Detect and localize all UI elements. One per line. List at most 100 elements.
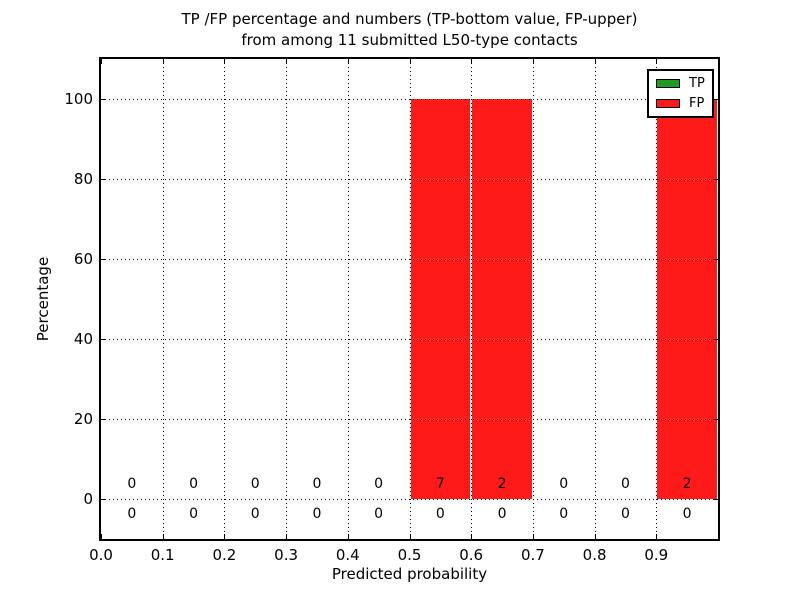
y-tick-left bbox=[101, 499, 106, 500]
tp-count-label: 0 bbox=[312, 506, 322, 522]
x-tick-top bbox=[409, 59, 411, 64]
x-tick-label: 0.5 bbox=[397, 546, 422, 564]
chart-title-line2: from among 11 submitted L50-type contact… bbox=[241, 31, 578, 49]
x-tick-bottom bbox=[286, 534, 288, 539]
y-tick-left bbox=[101, 179, 106, 180]
x-axis-label: Predicted probability bbox=[331, 565, 488, 583]
x-tick-bottom bbox=[101, 534, 102, 539]
ticks-layer bbox=[101, 59, 718, 539]
tp-count-label: 0 bbox=[189, 506, 198, 522]
tp-count-label: 0 bbox=[559, 506, 569, 522]
grid-layer bbox=[101, 59, 718, 539]
y-gridline bbox=[101, 99, 718, 100]
legend-item-fp: FP bbox=[656, 96, 705, 111]
x-tick-top bbox=[162, 59, 164, 64]
tp-count-label: 0 bbox=[620, 506, 630, 522]
y-gridline bbox=[101, 499, 718, 500]
y-axis-label: Percentage bbox=[34, 256, 52, 342]
count-labels-layer: 0 0 0 0 0 0 0 0 0 0 0 7 0 2 0 0 0 0 0 2 bbox=[101, 59, 718, 539]
x-gridline bbox=[532, 59, 534, 539]
fp-count-label: 0 bbox=[620, 476, 630, 492]
x-gridline bbox=[162, 59, 164, 539]
y-gridline bbox=[101, 259, 718, 260]
chart-title: TP /FP percentage and numbers (TP-bottom… bbox=[101, 9, 718, 51]
x-tick-bottom bbox=[656, 534, 658, 539]
y-gridline bbox=[101, 419, 718, 420]
y-tick-label: 100 bbox=[64, 90, 93, 108]
x-tick-label: 0.9 bbox=[644, 546, 669, 564]
x-tick-bottom bbox=[532, 534, 534, 539]
x-tick-top bbox=[286, 59, 288, 64]
legend-label-tp: TP bbox=[689, 76, 705, 91]
fp-count-label: 0 bbox=[374, 476, 384, 492]
y-tick-label: 0 bbox=[83, 490, 93, 508]
y-tick-right bbox=[713, 419, 718, 420]
legend-label-fp: FP bbox=[689, 96, 705, 111]
tp-color-swatch-icon bbox=[656, 79, 680, 88]
x-tick-label: 0.2 bbox=[212, 546, 237, 564]
tp-count-label: 0 bbox=[127, 506, 137, 522]
x-tick-bottom bbox=[594, 534, 596, 539]
x-tick-top bbox=[347, 59, 349, 64]
x-tick-top bbox=[656, 59, 658, 64]
x-tick-label: 0.7 bbox=[520, 546, 545, 564]
y-tick-right bbox=[713, 339, 718, 340]
x-gridline bbox=[471, 59, 473, 539]
fp-bar bbox=[472, 99, 532, 499]
x-gridline bbox=[409, 59, 411, 539]
tp-count-label: 0 bbox=[374, 506, 384, 522]
x-gridline bbox=[286, 59, 288, 539]
y-tick-label: 80 bbox=[73, 170, 93, 188]
fp-bar bbox=[410, 99, 471, 499]
x-tick-label: 0.0 bbox=[89, 546, 113, 564]
x-tick-bottom bbox=[224, 534, 226, 539]
x-tick-bottom bbox=[409, 534, 411, 539]
fp-count-label: 2 bbox=[497, 476, 507, 492]
x-tick-top bbox=[101, 59, 102, 64]
x-tick-top bbox=[224, 59, 226, 64]
y-tick-right bbox=[713, 259, 718, 260]
fp-count-label: 0 bbox=[250, 476, 260, 492]
x-tick-label: 0.1 bbox=[150, 546, 175, 564]
legend-item-tp: TP bbox=[656, 76, 705, 91]
x-tick-top bbox=[594, 59, 596, 64]
fp-count-label: 0 bbox=[189, 476, 198, 492]
x-tick-bottom bbox=[162, 534, 164, 539]
x-tick-top bbox=[532, 59, 534, 64]
x-tick-label: 0.6 bbox=[459, 546, 484, 564]
tp-count-label: 0 bbox=[682, 506, 692, 522]
y-gridline bbox=[101, 339, 718, 340]
x-gridline bbox=[347, 59, 349, 539]
y-tick-left bbox=[101, 339, 106, 340]
fp-count-label: 7 bbox=[435, 476, 445, 492]
fp-count-label: 0 bbox=[559, 476, 569, 492]
x-gridline bbox=[594, 59, 596, 539]
fp-count-label: 0 bbox=[127, 476, 137, 492]
tp-count-label: 0 bbox=[250, 506, 260, 522]
y-tick-right bbox=[713, 179, 718, 180]
x-gridline bbox=[656, 59, 658, 539]
x-tick-label: 0.4 bbox=[335, 546, 360, 564]
x-tick-label: 0.3 bbox=[274, 546, 299, 564]
tp-count-label: 0 bbox=[497, 506, 507, 522]
plot-area: 0 0 0 0 0 0 0 0 0 0 0 7 0 2 0 0 0 0 0 2 bbox=[99, 57, 720, 541]
y-tick-left bbox=[101, 99, 106, 100]
y-gridline bbox=[101, 179, 718, 180]
fp-count-label: 2 bbox=[682, 476, 692, 492]
x-tick-bottom bbox=[347, 534, 349, 539]
y-tick-left bbox=[101, 419, 106, 420]
y-tick-left bbox=[101, 259, 106, 260]
y-tick-right bbox=[713, 99, 718, 100]
chart-title-line1: TP /FP percentage and numbers (TP-bottom… bbox=[181, 10, 638, 28]
x-tick-top bbox=[471, 59, 473, 64]
x-tick-label: 0.8 bbox=[582, 546, 607, 564]
fp-bar bbox=[657, 99, 717, 499]
tp-count-label: 0 bbox=[435, 506, 445, 522]
legend: TP FP bbox=[647, 69, 714, 118]
fp-count-label: 0 bbox=[312, 476, 322, 492]
y-tick-label: 60 bbox=[73, 250, 93, 268]
y-tick-label: 40 bbox=[73, 330, 93, 348]
x-tick-bottom bbox=[471, 534, 473, 539]
y-tick-label: 20 bbox=[73, 410, 93, 428]
